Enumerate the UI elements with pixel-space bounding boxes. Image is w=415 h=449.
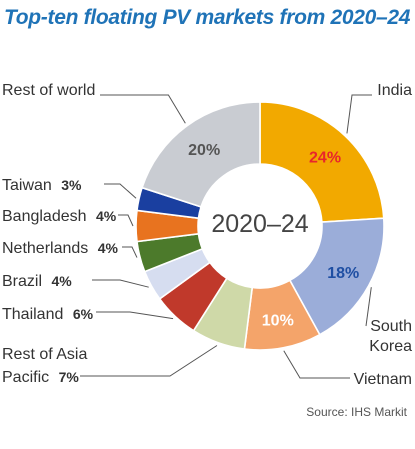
label-brazil-pct: 4% — [51, 273, 72, 289]
leader-line-india — [346, 94, 372, 134]
label-thailand-name: Thailand — [2, 306, 63, 323]
label-south-korea-line2: Korea — [369, 338, 412, 355]
label-netherlands: Netherlands 4% — [2, 240, 119, 257]
label-netherlands-pct: 4% — [98, 240, 119, 256]
leader-line-brazil — [92, 279, 149, 288]
label-thailand-pct: 6% — [73, 306, 94, 322]
donut-slices — [135, 101, 385, 351]
label-netherlands-name: Netherlands — [2, 240, 88, 257]
value-label-india: 24% — [309, 150, 341, 167]
donut-center-label: 2020–24 — [211, 210, 308, 238]
label-rest-of-asia-pacific: Pacific 7% — [2, 369, 79, 386]
leader-line-netherlands — [122, 246, 138, 258]
value-label-south-korea: 18% — [327, 265, 359, 282]
label-vietnam: Vietnam — [354, 371, 412, 388]
leader-line-south-korea — [365, 287, 372, 327]
chart-title: Top-ten floating PV markets from 2020–24 — [4, 6, 411, 29]
leader-line-thailand — [96, 311, 174, 320]
slice-value-labels: 24% 18% 10% 20% — [188, 142, 359, 329]
slice-rest-of-world — [141, 101, 261, 208]
label-rest-of-world: Rest of world — [2, 82, 95, 99]
label-bangladesh-name: Bangladesh — [2, 208, 87, 225]
leader-lines — [80, 94, 372, 379]
label-taiwan-pct: 3% — [61, 177, 82, 193]
label-south-korea-line1: South — [370, 318, 412, 335]
leader-line-taiwan — [104, 183, 137, 199]
label-thailand: Thailand 6% — [2, 306, 94, 323]
label-brazil-name: Brazil — [2, 273, 42, 290]
label-rest-of-asia-pacific-line2: Pacific — [2, 369, 49, 386]
leader-line-rest-of-world — [100, 94, 186, 124]
leader-line-bangladesh — [118, 214, 134, 227]
slice-south-korea — [288, 217, 385, 336]
label-bangladesh: Bangladesh 4% — [2, 208, 117, 225]
slice-india — [259, 101, 385, 223]
leader-line-rest-of-asia-pacific — [80, 345, 218, 377]
source-note: Source: IHS Markit — [306, 405, 407, 419]
value-label-vietnam: 10% — [262, 312, 294, 329]
label-brazil: Brazil 4% — [2, 273, 72, 290]
label-bangladesh-pct: 4% — [96, 208, 117, 224]
label-taiwan: Taiwan 3% — [2, 177, 82, 194]
value-label-rest-of-world: 20% — [188, 142, 220, 159]
label-india: India — [377, 82, 412, 99]
leader-line-vietnam — [283, 350, 350, 379]
label-rest-of-asia-pacific-line1: Rest of Asia — [2, 346, 87, 363]
label-taiwan-name: Taiwan — [2, 177, 52, 194]
label-rest-of-asia-pacific-pct: 7% — [59, 369, 80, 385]
